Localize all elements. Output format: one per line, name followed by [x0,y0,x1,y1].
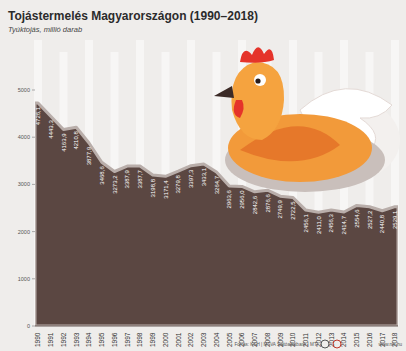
data-label: 2529,1 [392,210,398,229]
logo [333,340,341,348]
background-stripes [34,40,399,326]
hen-beak [214,86,234,98]
data-label: 4210,8 [73,131,79,150]
subtitle: Tyúktojás, millió darab [8,25,82,34]
data-label: 4726,1 [35,106,41,125]
data-label: 2956,0 [239,190,245,209]
data-label: 2554,6 [354,209,360,228]
y-tick-label: 4000 [18,134,30,140]
data-label: 2876,6 [265,194,271,213]
x-tick-label: 2002 [187,332,194,347]
hen-wattle [234,100,244,118]
x-tick-label: 1993 [73,332,80,347]
website: www.mti.hu [379,342,403,347]
data-label: 2963,6 [226,189,232,208]
data-label: 2527,2 [367,210,373,229]
x-tick-label: 1999 [149,332,156,347]
data-label: 3397,3 [188,169,194,188]
x-tick-label: 2003 [200,332,207,347]
x-tick-label: 1991 [47,332,54,347]
data-label: 3198,8 [150,178,156,197]
x-tick-label: 2004 [213,332,220,347]
data-label: 2749,9 [277,200,283,219]
hen-comb [240,47,274,62]
background [0,0,406,351]
hen-head [231,62,284,140]
x-tick-label: 2000 [162,332,169,347]
data-label: 4443,3 [48,120,54,139]
data-label: 2440,8 [379,214,385,233]
data-label: 3387,9 [124,169,130,188]
data-label: 3877,9 [86,146,92,165]
data-label: 3387,7 [137,169,143,188]
y-tick-label: 3000 [18,181,30,187]
data-label: 2842,6 [252,195,258,214]
data-label: 3264,7 [214,175,220,194]
data-label: 3171,4 [163,180,169,199]
y-tick [32,90,35,91]
y-tick-label: 2000 [18,229,30,235]
y-tick [32,278,35,279]
x-tick-label: 1998 [136,332,143,347]
x-axis-line [35,326,398,327]
hen-pupil [255,78,260,83]
hen-eye [254,74,266,86]
data-label: 3433,1 [201,167,207,186]
y-tick [32,137,35,138]
data-label: 2411,0 [316,216,322,235]
x-tick-label: 1990 [34,332,41,347]
x-tick-label: 2016 [366,332,373,347]
source: Forrás: KSH | MTVA Sajtóadatbank | MTI [235,342,319,347]
data-label: 3468,6 [99,166,105,185]
data-label: 4163,9 [61,133,67,152]
area [35,103,398,326]
data-label: 2456,1 [303,213,309,232]
hen-illustration [214,47,400,192]
y-tick-label: 5000 [18,87,30,93]
data-label: 2456,3 [328,213,334,232]
logo [321,340,329,348]
x-tick-label: 1997 [124,332,131,347]
data-label: 2722,5 [290,201,296,220]
plot [35,103,398,326]
x-tick-label: 2015 [353,332,360,347]
x-tick-label: 1995 [98,332,105,347]
data-label: 3279,8 [175,175,181,194]
x-tick-label: 1992 [60,332,67,347]
y-tick [32,231,35,232]
data-label: 2414,7 [341,215,347,234]
y-tick [32,184,35,185]
y-tick-label: 0 [27,323,30,329]
y-tick-label: 1000 [18,276,30,282]
x-tick-label: 2001 [175,332,182,347]
title: Tojástermelés Magyarországon (1990–2018) [8,9,258,23]
x-tick-label: 1996 [111,332,118,347]
x-tick-label: 1994 [85,332,92,347]
data-label: 3273,2 [112,175,118,194]
x-tick-label: 2005 [226,332,233,347]
y-tick [32,326,35,327]
